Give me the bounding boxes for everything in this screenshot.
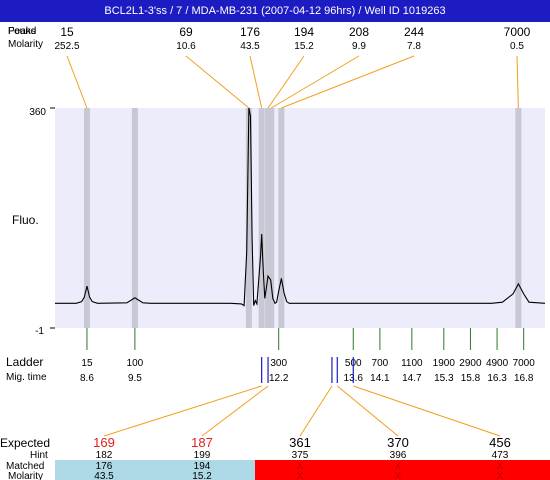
expected-connector: [336, 385, 399, 437]
ladder-mig-time-label: 16.3: [487, 373, 507, 384]
bottom-molarity-value: 15.2: [192, 471, 212, 480]
expected-connector: [299, 385, 333, 437]
peak-band: [258, 108, 265, 328]
peak-connector: [185, 55, 250, 109]
ladder-mig-time-label: 14.7: [402, 373, 422, 384]
hint-value: 375: [292, 450, 309, 461]
expected-size-value: 169: [93, 435, 115, 450]
matched-row-label: Matched: [6, 461, 44, 472]
y-tick-top: 360: [29, 107, 46, 118]
ladder-mig-time-label: 15.8: [461, 373, 481, 384]
ladder-size-label: 300: [270, 358, 287, 369]
ladder-size-label: 15: [81, 358, 93, 369]
bottom-molarity-value: X: [395, 471, 402, 480]
peak-connector: [516, 55, 519, 109]
bottom-molarity-row-label: Molarity: [8, 471, 43, 480]
ladder-size-label: 4900: [486, 358, 509, 369]
ladder-mig-time-label: 14.1: [370, 373, 390, 384]
matched-cells: [55, 460, 255, 480]
matched-value: 194: [194, 461, 211, 472]
ladder-size-label: 7000: [513, 358, 536, 369]
peak-band: [265, 108, 272, 328]
peak-size-label: 69: [179, 25, 193, 39]
hint-value: 396: [390, 450, 407, 461]
expected-connector: [353, 385, 501, 437]
peak-size-label: 244: [404, 25, 424, 39]
peaks-label-top: Peaks: [8, 26, 36, 37]
peak-band: [268, 108, 275, 328]
unmatched-cells: [255, 460, 550, 480]
bottom-molarity-value: X: [297, 471, 304, 480]
mig-time-row-label: Mig. time: [6, 372, 47, 383]
chart-title: BCL2L1-3'ss / 7 / MDA-MB-231 (2007-04-12…: [0, 0, 550, 22]
ladder-size-label: 100: [127, 358, 144, 369]
matched-value: X: [497, 461, 504, 472]
expected-connector: [103, 385, 262, 437]
ladder-mig-time-label: 9.5: [128, 373, 142, 384]
matched-value: X: [395, 461, 402, 472]
peak-connector: [249, 55, 263, 109]
peak-molarity-label: 9.9: [352, 41, 366, 52]
expected-size-value: 456: [489, 435, 511, 450]
expected-connector: [201, 385, 269, 437]
peak-molarity-label: 43.5: [240, 41, 260, 52]
peak-band: [131, 108, 138, 328]
peak-connector: [66, 55, 88, 109]
peak-band: [245, 108, 252, 328]
peak-band: [515, 108, 522, 328]
peak-connector: [267, 55, 305, 109]
peak-size-label: 15: [60, 25, 74, 39]
peak-molarity-label: 10.6: [176, 41, 196, 52]
hint-row-label: Hint: [30, 450, 48, 461]
hint-value: 473: [492, 450, 509, 461]
peak-size-label: 176: [240, 25, 260, 39]
peak-molarity-label: 15.2: [294, 41, 314, 52]
matched-value: X: [297, 461, 304, 472]
bottom-molarity-value: X: [497, 471, 504, 480]
ladder-size-label: 700: [372, 358, 389, 369]
peaks-label-bottom: Found: [8, 26, 36, 37]
plot-area: [55, 108, 545, 328]
matched-value: 176: [96, 461, 113, 472]
y-tick-bottom: -1: [35, 326, 44, 337]
peak-molarity-label: 252.5: [54, 41, 79, 52]
peak-size-label: 208: [349, 25, 369, 39]
ladder-mig-time-label: 12.2: [269, 373, 289, 384]
peak-molarity-label: 0.5: [510, 41, 524, 52]
ladder-row-label: Ladder: [6, 355, 43, 369]
peak-connector: [281, 55, 415, 109]
peak-molarity-label: 7.8: [407, 41, 421, 52]
ladder-mig-time-label: 15.3: [434, 373, 454, 384]
ladder-size-label: 1100: [401, 358, 423, 369]
bottom-molarity-value: 43.5: [94, 471, 114, 480]
peak-band: [278, 108, 285, 328]
ladder-size-label: 1900: [433, 358, 456, 369]
peak-size-label: 194: [294, 25, 314, 39]
peak-size-label: 7000: [504, 25, 531, 39]
ladder-mig-time-label: 8.6: [80, 373, 94, 384]
expected-size-value: 187: [191, 435, 213, 450]
expected-row-label: Expected: [0, 436, 50, 450]
hint-value: 199: [194, 450, 211, 461]
fluorescence-trace: [55, 107, 546, 307]
peak-connector: [270, 55, 360, 109]
y-axis-label: Fluo.: [12, 213, 39, 227]
molarity-row-label: Molarity: [8, 39, 43, 50]
ladder-mig-time-label: 16.8: [514, 373, 534, 384]
expected-size-value: 370: [387, 435, 409, 450]
expected-size-value: 361: [289, 435, 311, 450]
hint-value: 182: [96, 450, 113, 461]
peak-band: [83, 108, 90, 328]
ladder-size-label: 2900: [459, 358, 482, 369]
